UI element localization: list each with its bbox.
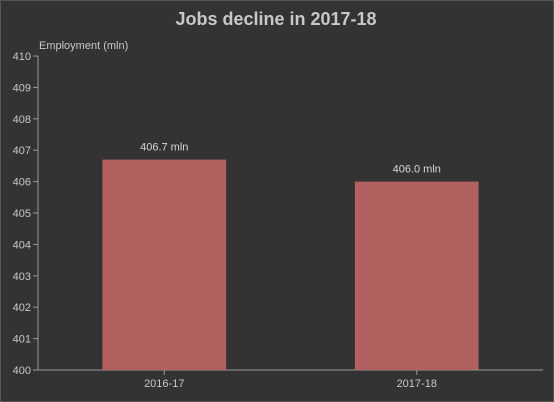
axes: 400 401 402 403 404 405 406 407 408 409 410 2016-17…	[13, 51, 543, 390]
x-tick-label: 2017-18	[397, 378, 437, 390]
y-tick-label: 404	[13, 239, 31, 251]
data-label: 406.0 mln	[393, 164, 441, 176]
x-tick-label: 2016-17	[144, 378, 184, 390]
bar	[102, 159, 227, 370]
y-tick-label: 408	[13, 114, 31, 126]
data-label: 406.7 mln	[140, 142, 188, 154]
y-tick-label: 409	[13, 82, 31, 94]
y-tick-label: 401	[13, 334, 31, 346]
y-axis-label: Employment (mln)	[39, 40, 129, 52]
y-tick-label: 410	[13, 51, 31, 63]
y-tick-label: 403	[13, 271, 31, 283]
y-tick-label: 405	[13, 208, 31, 220]
y-tick-label: 406	[13, 177, 31, 189]
bar	[354, 181, 479, 370]
y-tick-label: 402	[13, 302, 31, 314]
bars	[102, 159, 479, 370]
y-tick-label: 407	[13, 145, 31, 157]
chart-title: Jobs decline in 2017-18	[175, 9, 377, 29]
data-labels: 406.7 mln 406.0 mln	[140, 142, 441, 176]
y-tick-label: 400	[13, 365, 31, 377]
